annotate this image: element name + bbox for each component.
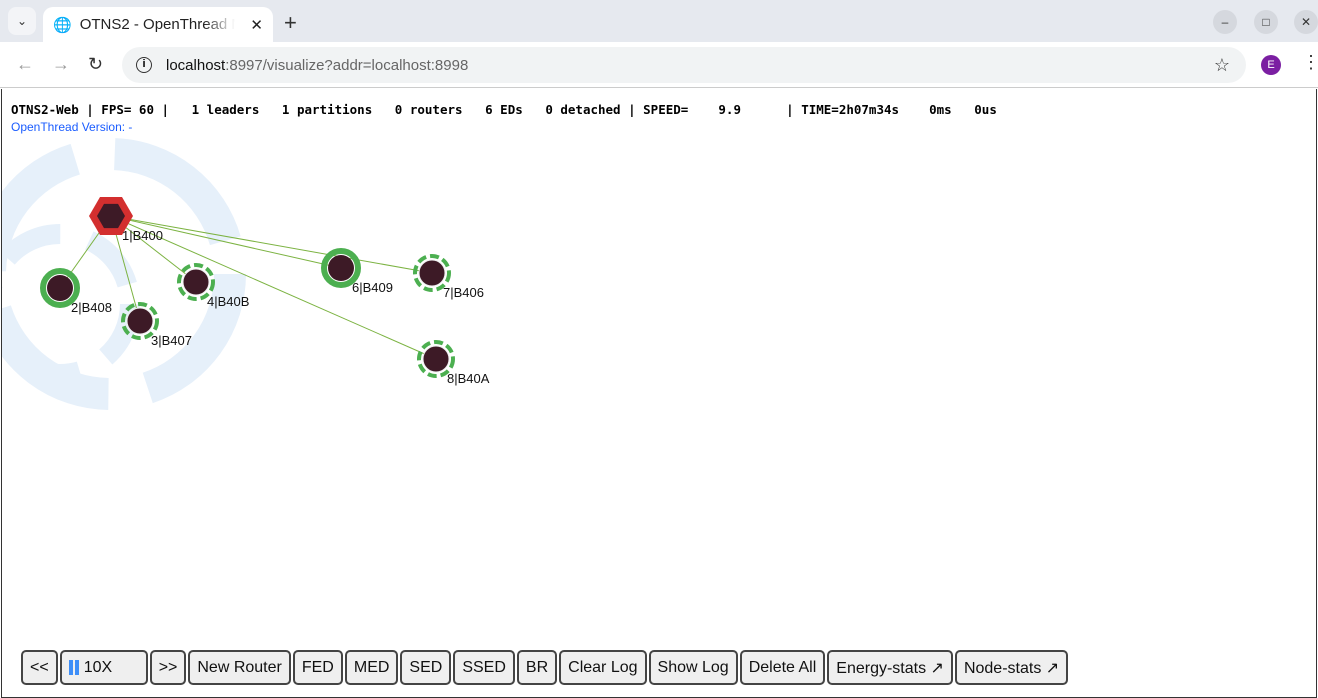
url-host: localhost bbox=[166, 56, 226, 74]
child-node-icon bbox=[418, 259, 446, 287]
new-router-button[interactable]: New Router bbox=[188, 650, 291, 685]
browser-tab[interactable]: 🌐 OTNS2 - OpenThread Network Simulator ✕ bbox=[43, 7, 273, 42]
clear-log-button[interactable]: Clear Log bbox=[559, 650, 647, 685]
watermark-ring-inner bbox=[2, 224, 140, 384]
faster-button[interactable]: >> bbox=[149, 650, 187, 685]
pause-speed-button[interactable]: 10X bbox=[59, 650, 148, 685]
child-node-icon bbox=[182, 268, 210, 296]
delete-all-button[interactable]: Delete All bbox=[739, 650, 826, 685]
node-link bbox=[110, 215, 437, 360]
med-button[interactable]: MED bbox=[344, 650, 399, 685]
pause-icon-bar bbox=[74, 660, 79, 675]
fed-button[interactable]: FED bbox=[292, 650, 343, 685]
back-icon[interactable]: ← bbox=[16, 54, 34, 74]
minimize-button[interactable]: – bbox=[1213, 10, 1237, 34]
node-label: 3|B407 bbox=[151, 333, 192, 348]
node-ring bbox=[413, 254, 451, 292]
child-node-icon bbox=[126, 307, 154, 335]
sed-button[interactable]: SED bbox=[400, 650, 452, 685]
pause-icon bbox=[68, 660, 73, 675]
node-label: 6|B409 bbox=[352, 280, 393, 295]
leader-node-core bbox=[97, 203, 125, 229]
status-line: OTNS2-Web | FPS= 60 | 1 leaders 1 partit… bbox=[11, 102, 997, 117]
tab-bar: ⌄ 🌐 OTNS2 - OpenThread Network Simulator… bbox=[0, 0, 1318, 42]
url-input[interactable]: i localhost:8997/visualize?addr=localhos… bbox=[122, 47, 1246, 83]
close-window-button[interactable]: ✕ bbox=[1294, 10, 1318, 34]
node-link bbox=[110, 215, 433, 274]
maximize-button[interactable]: □ bbox=[1254, 10, 1278, 34]
slower-button[interactable]: << bbox=[21, 650, 58, 685]
node-label: 1|B400 bbox=[122, 228, 163, 243]
child-node-icon bbox=[328, 255, 354, 281]
new-tab-button[interactable]: + bbox=[284, 10, 297, 35]
node-ring bbox=[177, 263, 215, 301]
globe-icon: 🌐 bbox=[53, 16, 72, 34]
openthread-version: OpenThread Version: - bbox=[11, 120, 133, 134]
br-button[interactable]: BR bbox=[516, 650, 558, 685]
node-ring bbox=[40, 268, 80, 308]
control-toolbar: << 10X >> New Router FED MED SED SSED BR… bbox=[21, 650, 1069, 685]
node-label: 8|B40A bbox=[447, 371, 490, 386]
forward-icon[interactable]: → bbox=[52, 54, 70, 74]
node-label: 4|B40B bbox=[207, 294, 249, 309]
avatar[interactable]: E bbox=[1261, 55, 1281, 75]
watermark-ring bbox=[2, 138, 246, 410]
bookmark-star-icon[interactable]: ☆ bbox=[1213, 54, 1230, 75]
close-tab-icon[interactable]: ✕ bbox=[250, 16, 263, 34]
child-node-icon bbox=[47, 275, 73, 301]
node-link bbox=[110, 215, 342, 269]
node-ring bbox=[321, 248, 361, 288]
child-node-icon bbox=[422, 345, 450, 373]
site-info-icon[interactable]: i bbox=[136, 57, 152, 73]
show-log-button[interactable]: Show Log bbox=[648, 650, 738, 685]
node-ring bbox=[417, 340, 455, 378]
reload-icon[interactable]: ↻ bbox=[88, 54, 104, 74]
tab-title: OTNS2 - OpenThread Network Simulator bbox=[79, 16, 235, 33]
network-canvas[interactable]: 1|B400 2|B408 3|B407 4|B40B 6|B409 7|B406 8|B4… bbox=[2, 89, 1318, 649]
tab-search-button[interactable]: ⌄ bbox=[8, 7, 36, 35]
node-label: 2|B408 bbox=[71, 300, 112, 315]
ssed-button[interactable]: SSED bbox=[453, 650, 515, 685]
kebab-menu-icon[interactable]: ⋮ bbox=[1302, 52, 1318, 72]
node-stats-button[interactable]: Node-stats ↗ bbox=[954, 650, 1069, 685]
node-ring bbox=[121, 302, 159, 340]
url-path: :8997/visualize?addr=localhost:8998 bbox=[225, 56, 469, 74]
energy-stats-button[interactable]: Energy-stats ↗ bbox=[827, 650, 953, 685]
speed-label: 10X bbox=[83, 658, 113, 676]
address-bar: ← → ↻ i localhost:8997/visualize?addr=lo… bbox=[0, 42, 1318, 88]
visualizer-page: 1|B400 2|B408 3|B407 4|B40B 6|B409 7|B406 8|B4… bbox=[1, 89, 1317, 698]
node-label: 7|B406 bbox=[443, 285, 484, 300]
